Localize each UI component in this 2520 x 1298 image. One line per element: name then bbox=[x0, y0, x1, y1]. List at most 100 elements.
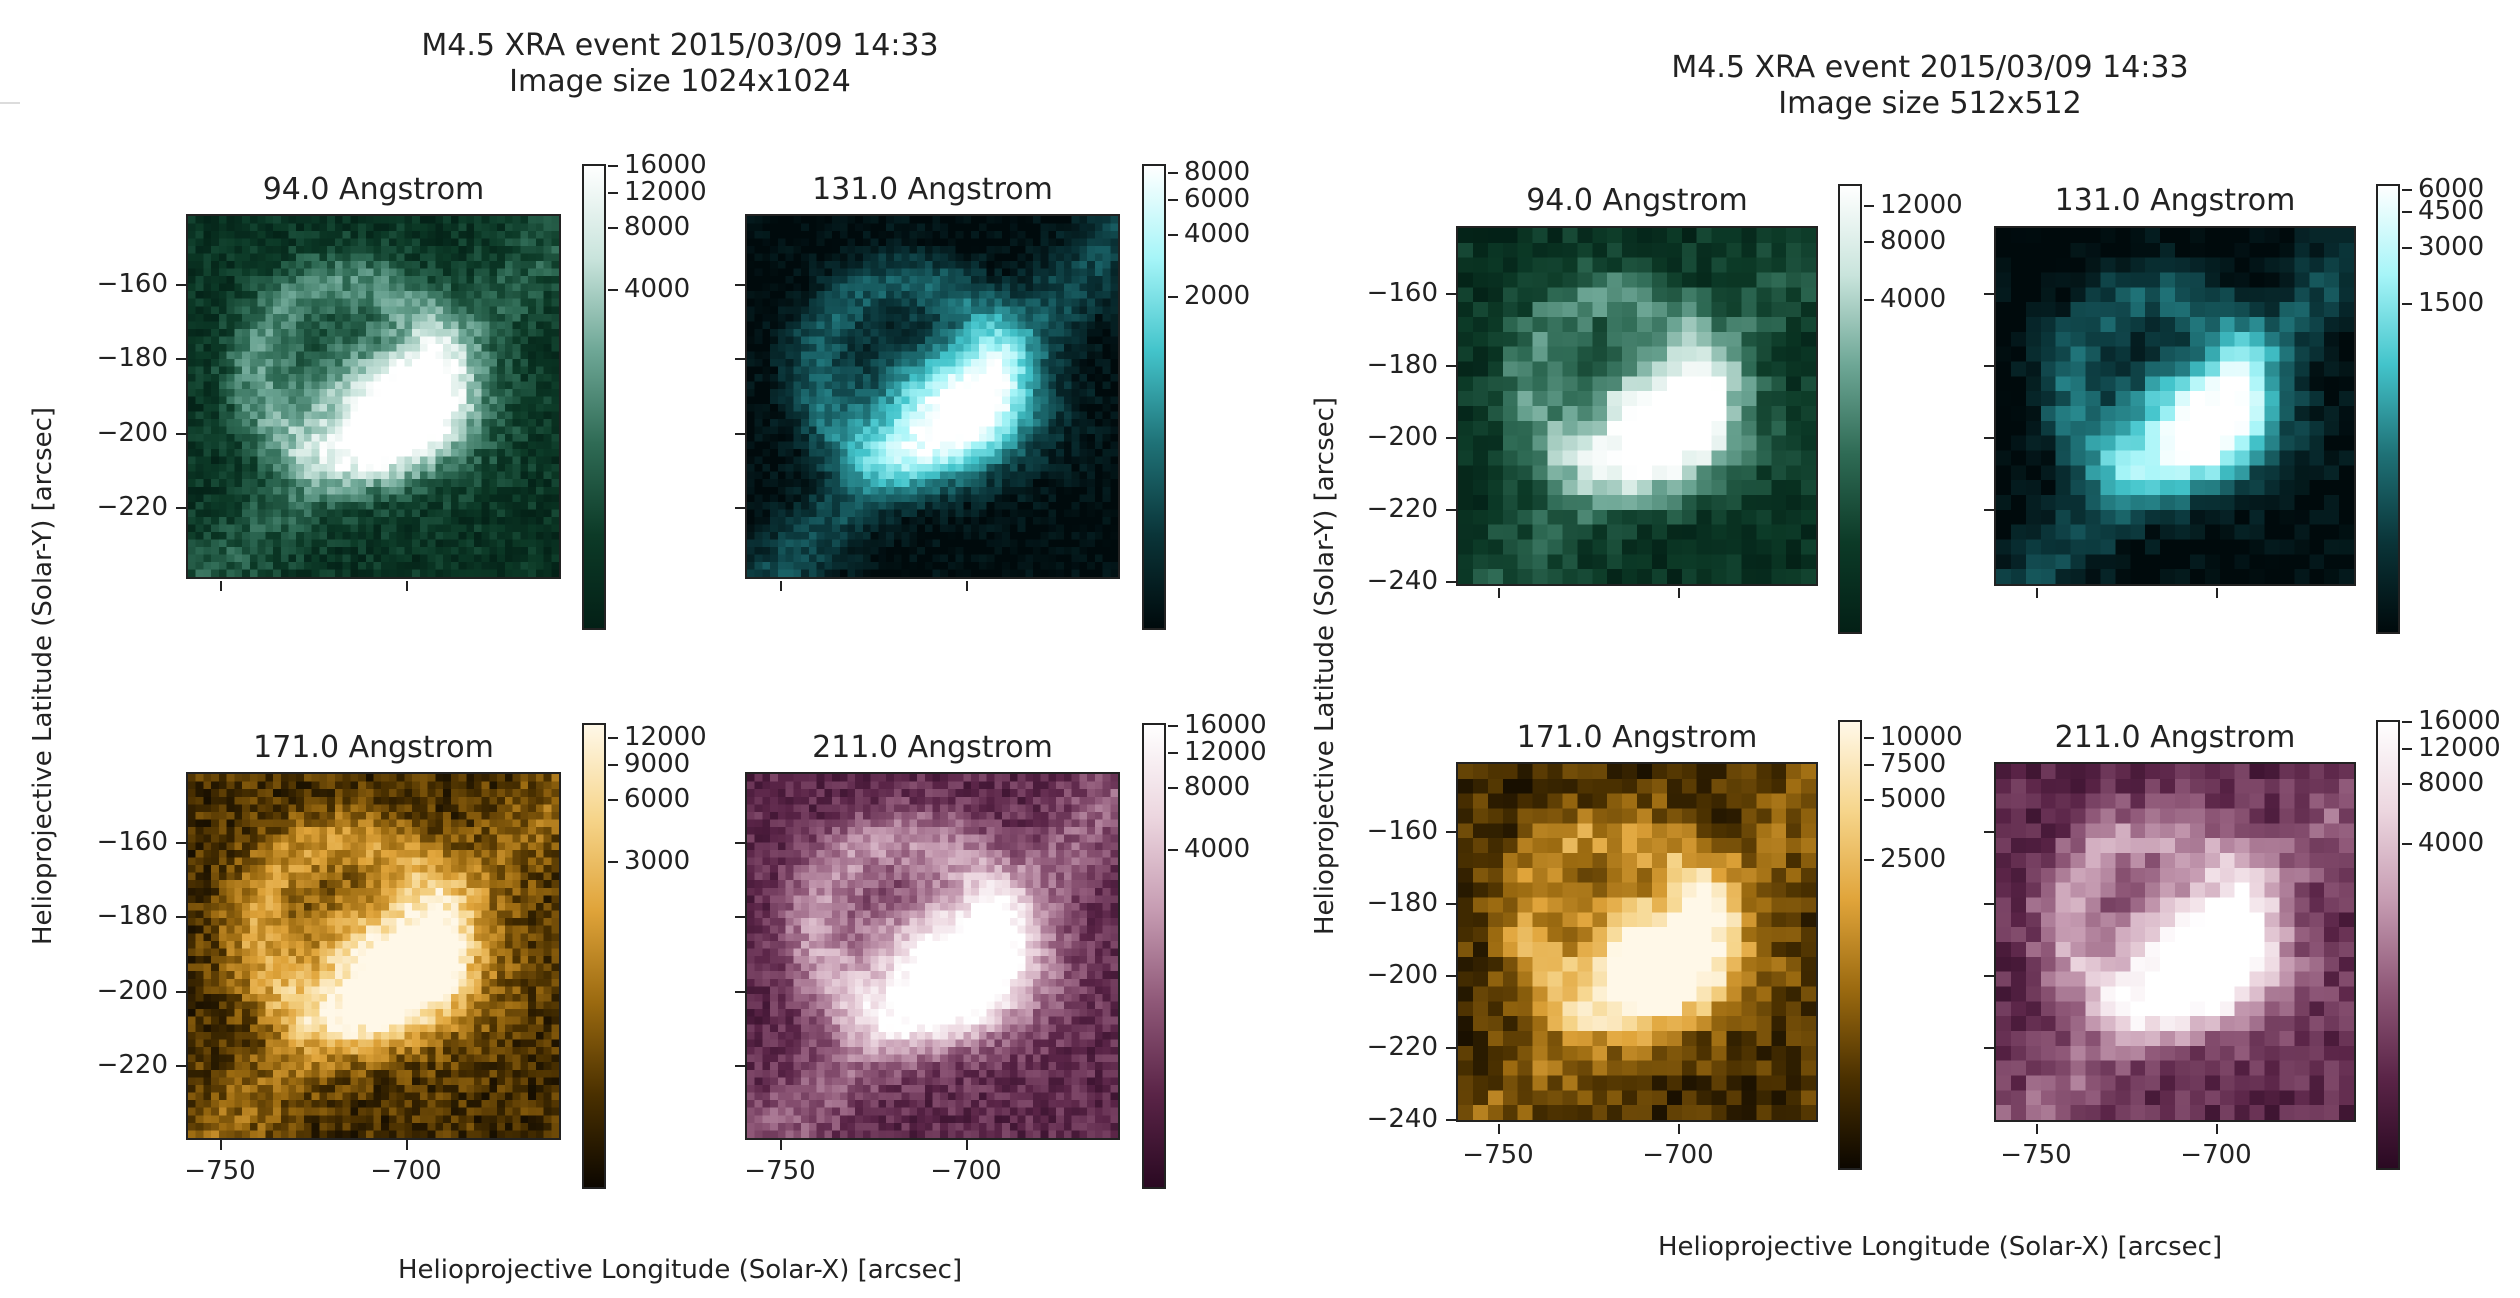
heatmap-cell bbox=[762, 343, 771, 352]
heatmap-cell bbox=[901, 343, 910, 352]
heatmap-cell bbox=[839, 404, 848, 412]
heatmap-cell bbox=[1087, 298, 1095, 307]
heatmap-cell bbox=[188, 381, 196, 390]
heatmap-cell bbox=[986, 231, 995, 239]
heatmap-cell bbox=[917, 494, 925, 502]
heatmap-cell bbox=[963, 328, 972, 337]
heatmap-cell bbox=[847, 426, 856, 435]
heatmap-cell bbox=[1063, 501, 1072, 510]
heatmap-cell bbox=[350, 343, 359, 352]
heatmap-cell bbox=[404, 351, 413, 360]
heatmap-cell bbox=[273, 774, 281, 782]
heatmap-cell bbox=[1094, 223, 1103, 232]
heatmap-cell bbox=[303, 554, 312, 563]
heatmap-cell bbox=[862, 343, 871, 352]
heatmap-cell bbox=[839, 486, 848, 495]
heatmap-cell bbox=[917, 569, 925, 577]
heatmap-cell bbox=[909, 336, 918, 345]
heatmap-cell bbox=[777, 569, 786, 577]
heatmap-cell bbox=[188, 343, 196, 352]
heatmap-cell bbox=[1063, 238, 1072, 247]
heatmap-cell bbox=[793, 434, 802, 442]
heatmap-cell bbox=[311, 336, 320, 345]
heatmap-cell bbox=[1110, 343, 1118, 352]
heatmap-cell bbox=[342, 411, 351, 420]
heatmap-cell bbox=[257, 804, 266, 813]
heatmap-cell bbox=[878, 411, 887, 420]
heatmap-cell bbox=[1071, 516, 1080, 525]
heatmap-cell bbox=[901, 351, 910, 360]
heatmap-cell bbox=[435, 471, 444, 480]
heatmap-cell bbox=[257, 351, 266, 360]
heatmap-cell bbox=[893, 546, 902, 555]
heatmap-cell bbox=[373, 216, 382, 224]
heatmap-cell bbox=[334, 554, 343, 563]
heatmap-cell bbox=[1087, 306, 1095, 314]
heatmap-cell bbox=[388, 471, 397, 480]
heatmap-cell bbox=[909, 216, 918, 224]
heatmap-cell bbox=[388, 419, 397, 427]
heatmap-cell bbox=[747, 321, 755, 329]
heatmap-cell bbox=[234, 411, 243, 420]
heatmap-cell bbox=[381, 819, 390, 828]
heatmap-cell bbox=[520, 804, 529, 813]
heatmap-cell bbox=[1025, 343, 1034, 352]
heatmap-cell bbox=[303, 456, 312, 465]
heatmap-cell bbox=[350, 501, 359, 510]
heatmap-cell bbox=[893, 479, 902, 487]
heatmap-cell bbox=[288, 291, 297, 299]
heatmap-cell bbox=[373, 298, 382, 307]
heatmap-cell bbox=[762, 456, 771, 465]
heatmap-cell bbox=[1009, 464, 1018, 472]
heatmap-cell bbox=[427, 471, 436, 480]
heatmap-cell bbox=[327, 494, 336, 502]
heatmap-cell bbox=[188, 471, 196, 480]
heatmap-cell bbox=[1110, 351, 1118, 360]
heatmap-cell bbox=[443, 441, 451, 450]
heatmap-cell bbox=[481, 291, 490, 299]
heatmap-cell bbox=[280, 819, 289, 828]
heatmap-cell bbox=[1102, 411, 1111, 420]
heatmap-cell bbox=[481, 253, 490, 262]
heatmap-cell bbox=[808, 404, 817, 412]
heatmap-cell bbox=[234, 524, 243, 533]
heatmap-cell bbox=[443, 358, 451, 367]
heatmap-cell bbox=[195, 419, 204, 427]
heatmap-cell bbox=[303, 298, 312, 307]
heatmap-cell bbox=[257, 366, 266, 375]
heatmap-cell bbox=[1056, 464, 1065, 472]
heatmap-cell bbox=[1110, 501, 1118, 510]
heatmap-cell bbox=[381, 366, 390, 375]
heatmap-cell bbox=[388, 253, 397, 262]
heatmap-cell bbox=[909, 283, 918, 292]
heatmap-cell bbox=[785, 381, 794, 390]
heatmap-cell bbox=[388, 494, 397, 502]
heatmap-cell bbox=[1056, 216, 1065, 224]
heatmap-cell bbox=[358, 796, 366, 805]
heatmap-cell bbox=[754, 231, 763, 239]
heatmap-cell bbox=[311, 486, 320, 495]
heatmap-cell bbox=[203, 396, 212, 405]
heatmap-cell bbox=[188, 434, 196, 442]
heatmap-cell bbox=[489, 546, 498, 555]
heatmap-cell bbox=[319, 253, 328, 262]
heatmap-cell bbox=[512, 546, 521, 555]
heatmap-cell bbox=[1002, 366, 1010, 375]
heatmap-cell bbox=[296, 811, 305, 820]
heatmap-cell bbox=[303, 238, 312, 247]
heatmap-cell bbox=[543, 411, 552, 420]
heatmap-cell bbox=[986, 298, 995, 307]
heatmap-cell bbox=[839, 464, 848, 472]
heatmap-cell bbox=[520, 253, 529, 262]
heatmap-cell bbox=[816, 298, 825, 307]
heatmap-cell bbox=[924, 261, 933, 269]
heatmap-cell bbox=[319, 404, 328, 412]
heatmap-cell bbox=[971, 216, 980, 224]
heatmap-cell bbox=[288, 456, 297, 465]
heatmap-cell bbox=[1032, 351, 1041, 360]
heatmap-cell bbox=[1087, 501, 1095, 510]
heatmap-cell bbox=[273, 419, 281, 427]
heatmap-cell bbox=[319, 246, 328, 254]
heatmap-cell bbox=[816, 336, 825, 345]
heatmap-cell bbox=[226, 796, 235, 805]
